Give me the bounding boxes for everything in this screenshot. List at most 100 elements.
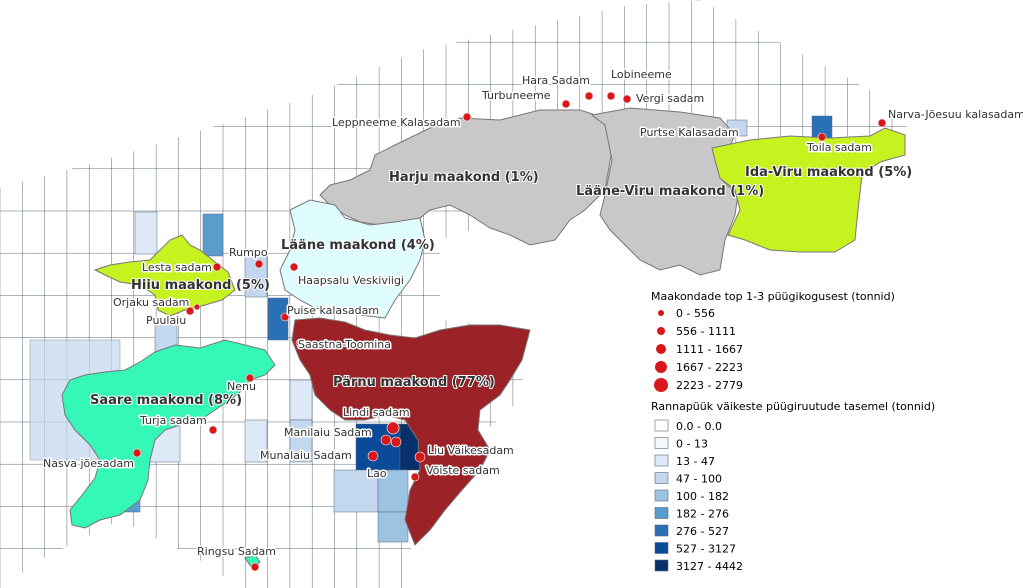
harbor-dot <box>245 373 255 383</box>
harbor-label: Lesta sadam <box>142 261 212 274</box>
legend-harbor-symbol <box>658 310 664 316</box>
harbor-dot <box>584 91 594 101</box>
legend-harbor-symbol <box>655 361 667 373</box>
legend-harbor-label: 1111 - 1667 <box>676 343 743 356</box>
harbor-dot <box>367 450 379 462</box>
harbor-label: Nenu <box>227 380 256 393</box>
harbor-label: Võiste sadam <box>426 464 500 477</box>
county-labels: Harju maakond (1%) Lääne-Viru maakond (1… <box>89 164 913 409</box>
legend-grid-label: 0 - 13 <box>676 438 708 451</box>
legend-harbor-label: 1667 - 2223 <box>676 361 743 374</box>
county-parnu <box>291 317 531 546</box>
legend-harbor-label: 0 - 556 <box>676 307 715 320</box>
county-label-harju: Harju maakond (1%) <box>389 170 539 185</box>
harbor-dot <box>386 421 400 435</box>
harbor-dot <box>185 306 195 316</box>
legend-grid-swatch <box>654 454 669 467</box>
harbor-dot <box>462 112 472 122</box>
legend-grid-swatch <box>654 472 669 484</box>
map-legend: Maakondade top 1-3 püügikogusest (tonnid… <box>651 290 935 573</box>
harbor-label: Haapsalu Veskiviigi <box>298 274 404 287</box>
harbor-dot <box>132 448 142 458</box>
harbor-dot <box>208 425 218 435</box>
harbor-dot <box>622 94 632 104</box>
harbor-dot <box>722 129 732 139</box>
legend-grid-label: 276 - 527 <box>676 525 729 538</box>
harbor-dot <box>877 118 887 128</box>
county-label-hiiu: Hiiu maakond (5%) <box>131 278 270 293</box>
county-label-laane-viru: Lääne-Viru maakond (1%) <box>576 184 764 199</box>
county-label-saare: Saare maakond (8%) <box>90 393 242 408</box>
harbor-dot <box>561 99 571 109</box>
harbor-label: Vergi sadam <box>636 92 704 105</box>
legend-grid-swatch <box>654 507 669 519</box>
legend-harbor-label: 556 - 1111 <box>676 325 736 338</box>
legend-grid-swatch <box>654 489 669 502</box>
legend-grid-title: Rannapüük väikeste püügiruutude tasemel … <box>651 400 935 413</box>
legend-harbor-title: Maakondade top 1-3 püügikogusest (tonnid… <box>651 290 895 303</box>
harbor-dot <box>390 436 402 448</box>
harbor-label: Ringsu Sadam <box>197 545 276 558</box>
harbor-label: Purtse Kalasadam <box>640 126 739 139</box>
legend-grid-swatch <box>654 542 669 554</box>
county-saare <box>61 339 276 529</box>
harbor-label: Liu Väikesadam <box>428 444 514 457</box>
harbor-labels: Hara Sadam Lobineeme Turbuneeme Vergi sa… <box>42 67 1023 560</box>
legend-grid-label: 527 - 3127 <box>676 543 736 556</box>
harbor-dot <box>295 338 305 348</box>
harbor-label: Puulaiu <box>146 314 186 327</box>
harbor-label: Orjaku sadam <box>113 296 189 309</box>
harbor-dot <box>250 562 260 572</box>
harbor-dot <box>280 312 290 322</box>
legend-grid-label: 13 - 47 <box>676 455 715 468</box>
harbor-dot <box>410 472 420 482</box>
harbor-label: Munalaiu Sadam <box>260 449 352 462</box>
harbor-label: Lobineeme <box>611 68 672 81</box>
county-ida-viru <box>711 127 906 253</box>
legend-harbor-symbol <box>657 327 665 335</box>
harbor-dot <box>817 132 827 142</box>
harbor-dots <box>132 91 887 572</box>
harbor-label: Lao <box>367 467 387 480</box>
harbor-label: Lindi sadam <box>343 406 410 419</box>
county-laane <box>279 199 426 319</box>
harbor-dot <box>380 434 392 446</box>
harbor-label: Nasva jõesadam <box>43 457 134 470</box>
legend-grid-label: 182 - 276 <box>676 508 729 521</box>
legend-grid-label: 3127 - 4442 <box>676 560 743 573</box>
county-hiiu <box>93 234 236 317</box>
legend-grid-label: 100 - 182 <box>676 490 729 503</box>
harbor-dot <box>193 303 201 311</box>
harbor-label: Rumpo <box>229 246 268 259</box>
harbor-dot <box>289 262 299 272</box>
legend-grid-swatch <box>654 524 669 537</box>
harbor-dot <box>212 262 222 272</box>
harbor-label: Leppneeme Kalasadam <box>332 116 461 129</box>
county-harju <box>319 109 613 246</box>
harbor-dot <box>414 451 426 463</box>
county-label-laane: Lääne maakond (4%) <box>281 238 435 253</box>
harbor-label: Turja sadam <box>139 414 207 427</box>
legend-grid-swatch <box>654 559 669 572</box>
county-label-ida-viru: Ida-Viru maakond (5%) <box>745 165 912 180</box>
harbor-label: Turbuneeme <box>481 89 551 102</box>
harbor-label: Manilaiu Sadam <box>284 426 372 439</box>
harbor-dot <box>254 259 264 269</box>
legend-harbor-label: 2223 - 2779 <box>676 379 743 392</box>
legend-grid-label: 47 - 100 <box>676 473 722 486</box>
harbor-label: Puise kalasadam <box>287 304 379 317</box>
harbor-dot <box>606 91 616 101</box>
harbor-label: Hara Sadam <box>522 74 590 87</box>
county-laane-viru <box>590 107 739 276</box>
harbor-label: Toila sadam <box>806 141 872 154</box>
legend-grid-swatch <box>654 437 669 449</box>
legend-harbor-symbol <box>654 378 668 392</box>
harbor-label: Narva-Jõesuu kalasadam <box>888 108 1023 121</box>
legend-harbor-symbol <box>656 344 666 354</box>
county-label-parnu: Pärnu maakond (77%) <box>333 375 495 390</box>
harbor-label: Saastna-Toomina <box>298 338 391 351</box>
counties <box>61 107 906 569</box>
legend-grid-swatch <box>654 419 669 432</box>
